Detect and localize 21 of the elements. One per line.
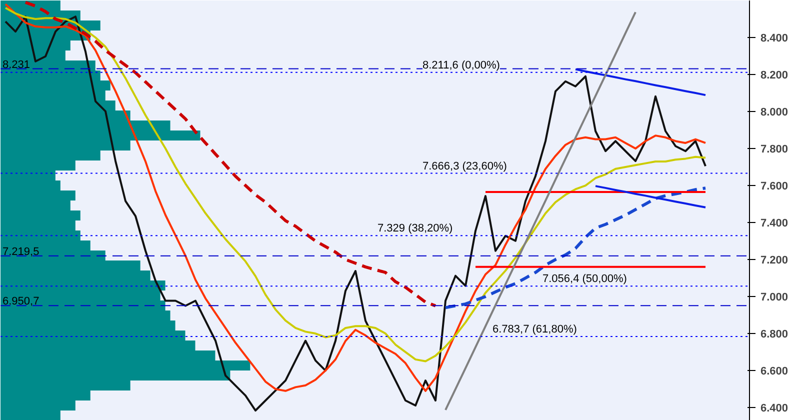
ref-line-label: 7.056,4 (50,00%) xyxy=(542,273,627,286)
y-tick-label: 7.200 xyxy=(760,254,788,267)
y-tick-label: 7.800 xyxy=(760,144,788,156)
y-tick-label: 8.400 xyxy=(760,32,788,45)
ref-line-label: 6.950,7 xyxy=(2,296,40,308)
y-tick-label: 6.600 xyxy=(760,366,788,378)
y-tick-label: 8.200 xyxy=(760,70,788,82)
ref-line-label: 7.329 (38,20%) xyxy=(378,222,453,235)
y-tick-label: 6.800 xyxy=(760,328,788,341)
ref-line-label: 6.783,7 (61,80%) xyxy=(492,324,577,336)
y-tick-label: 7.600 xyxy=(760,180,788,193)
ref-line-label: 7.219,5 xyxy=(2,246,40,258)
ref-line-label: 8.231 xyxy=(2,58,30,71)
line-series xyxy=(594,185,706,208)
y-tick-label: 7.000 xyxy=(760,292,788,304)
y-tick-label: 8.000 xyxy=(760,106,788,119)
y-tick-label: 7.400 xyxy=(760,218,788,230)
ref-line-label: 8.211,6 (0,00%) xyxy=(422,59,500,72)
line-series xyxy=(574,68,706,96)
ref-line-label: 7.666,3 (23,60%) xyxy=(422,160,507,172)
y-tick-label: 6.400 xyxy=(760,402,788,415)
